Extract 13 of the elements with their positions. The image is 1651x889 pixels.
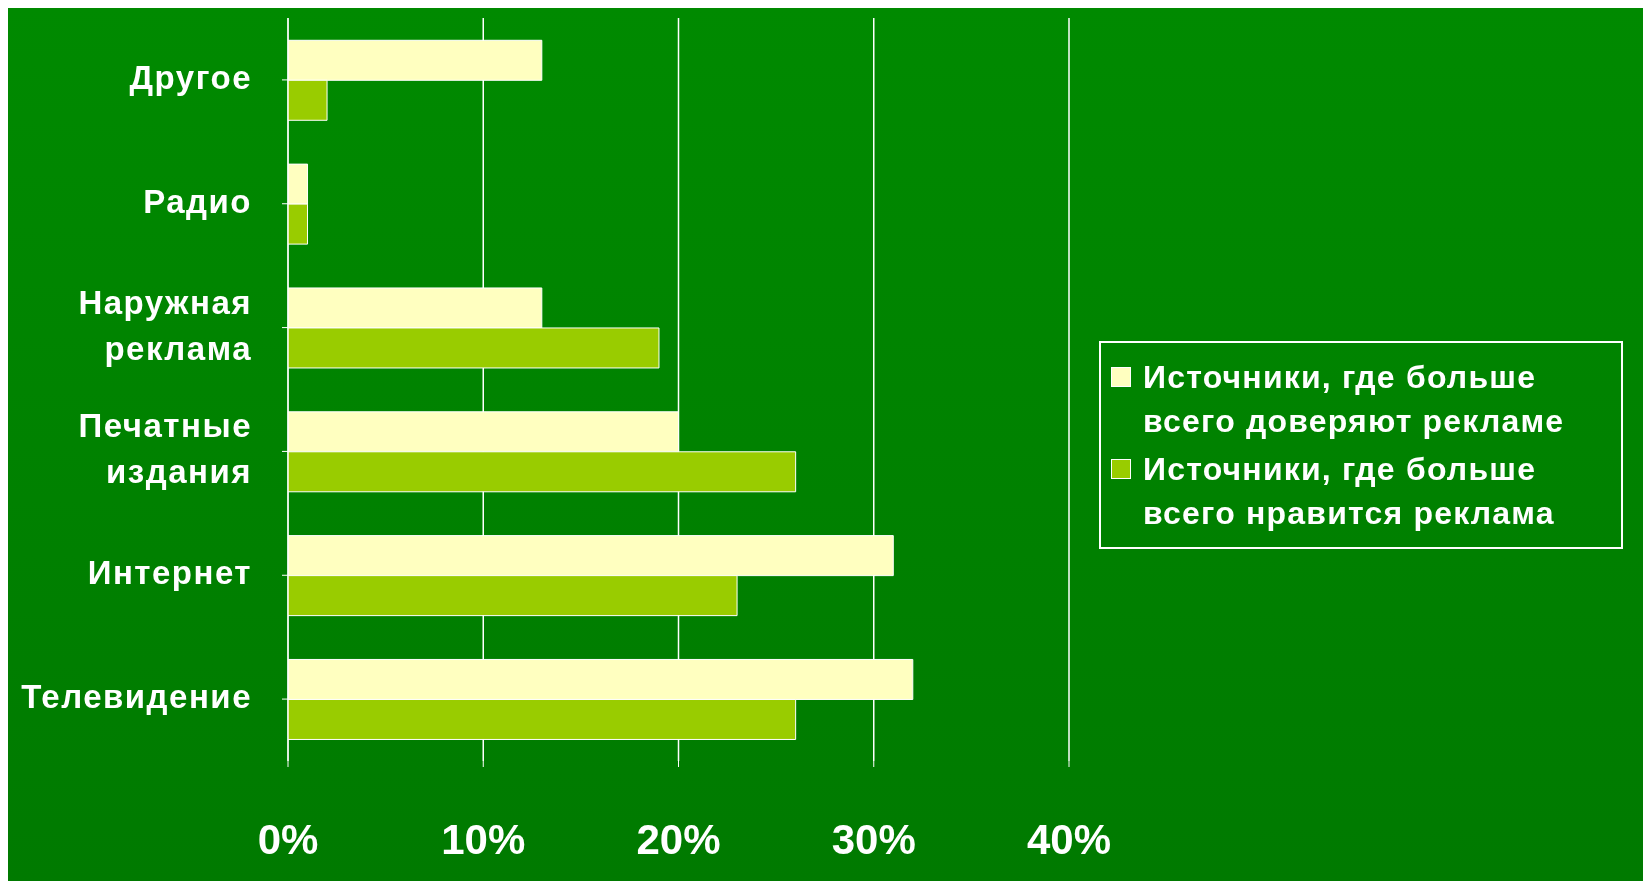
x-tick-label: 10% (441, 815, 526, 863)
y-tick-label: Печатные издания (78, 407, 252, 491)
y-tick-label: Наружная реклама (78, 283, 252, 367)
legend-label: Источники, где больше всего доверяют рекламе (1143, 357, 1566, 441)
y-tick-label: Радио (143, 182, 252, 220)
x-tick-label: 30% (831, 815, 916, 863)
x-tick-label: 0% (257, 815, 319, 863)
x-tick-label: 20% (636, 815, 721, 863)
legend-label: Источники, где больше всего нравится реклама (1143, 449, 1556, 533)
y-tick-label: Телевидение (21, 677, 252, 715)
y-tick-label: Интернет (87, 553, 252, 591)
y-tick-label: Другое (129, 58, 252, 96)
x-tick-label: 40% (1026, 815, 1112, 863)
